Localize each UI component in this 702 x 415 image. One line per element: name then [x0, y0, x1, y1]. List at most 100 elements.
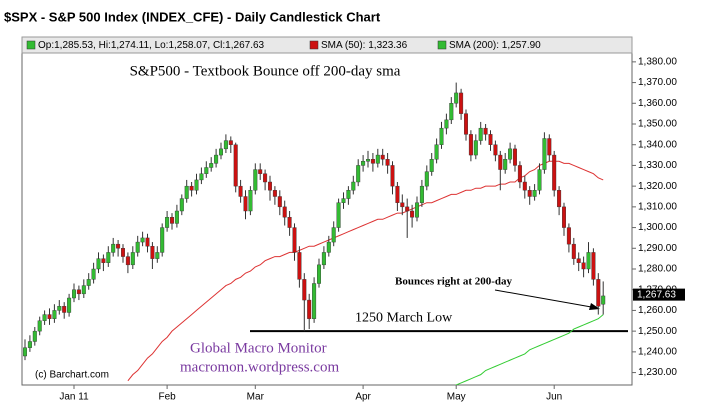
candle-body: [228, 140, 233, 145]
candle-body: [562, 206, 567, 228]
candle-body: [57, 306, 62, 311]
candle-body: [591, 252, 596, 280]
candle-body: [317, 264, 322, 284]
y-tick-label: 1,290.00: [638, 243, 677, 254]
candle-body: [596, 279, 601, 307]
legend-text: SMA (200): 1,257.90: [449, 40, 541, 51]
candle-body: [356, 165, 361, 183]
candle-body: [552, 154, 557, 191]
candle-body: [214, 154, 219, 164]
candle-body: [287, 217, 292, 228]
x-tick-label: May: [447, 392, 466, 403]
candle-body: [71, 289, 76, 299]
candle-body: [542, 138, 547, 170]
x-tick-label: Jun: [546, 392, 562, 403]
candle-body: [189, 185, 194, 191]
arrow-head: [589, 303, 600, 310]
legend-swatch: [309, 40, 319, 50]
candle-body: [140, 237, 145, 243]
plot-area: [23, 82, 628, 385]
candle-body: [503, 159, 508, 170]
sma-line: [454, 314, 604, 385]
candle-body: [233, 144, 238, 187]
y-tick-label: 1,370.00: [638, 77, 677, 88]
candle-body: [508, 148, 513, 160]
candle-body: [160, 227, 165, 253]
candle-body: [586, 252, 591, 270]
candle-body: [601, 295, 606, 305]
watermark: macromon.wordpress.com: [180, 359, 339, 375]
candle-body: [101, 258, 106, 263]
y-tick-label: 1,280.00: [638, 264, 677, 275]
candle-body: [380, 154, 385, 160]
candle-body: [268, 181, 273, 191]
legend-swatch: [437, 40, 447, 50]
candle-body: [478, 127, 483, 141]
candle-body: [459, 92, 464, 114]
legend-swatch: [26, 40, 36, 50]
candle-body: [125, 256, 130, 266]
candle-body: [361, 161, 366, 166]
candle-body: [263, 173, 268, 183]
candle-body: [395, 185, 400, 203]
candle-body: [272, 190, 277, 197]
sma-line: [127, 160, 604, 382]
support-label: 1250 March Low: [355, 310, 453, 325]
candle-body: [52, 310, 57, 319]
candle-body: [199, 173, 204, 181]
candle-body: [277, 196, 282, 208]
x-tick-label: Mar: [247, 392, 265, 403]
source: (c) Barchart.com: [35, 370, 109, 381]
y-tick-label: 1,340.00: [638, 139, 677, 150]
candle-body: [223, 140, 228, 150]
legend-bar: [21, 36, 633, 54]
candle-body: [532, 190, 537, 197]
candle-body: [218, 148, 223, 156]
candle-body: [238, 185, 243, 197]
candle-body: [522, 181, 527, 191]
candle-body: [174, 210, 179, 224]
candle-body: [571, 243, 576, 259]
y-tick-label: 1,300.00: [638, 222, 677, 233]
last-price-box: [633, 288, 685, 301]
candle-body: [111, 243, 116, 253]
candle-body: [473, 140, 478, 156]
candle-body: [517, 165, 522, 183]
candle-body: [444, 119, 449, 129]
candle-body: [155, 252, 160, 259]
y-tick-label: 1,360.00: [638, 98, 677, 109]
candle-body: [336, 202, 341, 228]
x-tick-label: Feb: [158, 392, 176, 403]
candle-body: [390, 165, 395, 187]
candle-body: [76, 289, 81, 295]
candle-body: [96, 258, 101, 270]
candle-body: [419, 185, 424, 203]
candle-body: [253, 169, 258, 191]
candle-body: [209, 163, 214, 168]
candle-body: [150, 246, 155, 259]
candle-body: [179, 198, 184, 212]
y-tick-label: 1,320.00: [638, 181, 677, 192]
candle-body: [410, 210, 415, 218]
y-tick-label: 1,310.00: [638, 201, 677, 212]
candle-body: [405, 206, 410, 212]
candle-body: [307, 299, 312, 319]
candle-body: [91, 268, 96, 280]
candle-body: [297, 252, 302, 280]
y-tick-label: 1,350.00: [638, 119, 677, 130]
candle-body: [135, 241, 140, 253]
candle-body: [415, 202, 420, 218]
candle-body: [576, 258, 581, 263]
candle-body: [42, 314, 47, 321]
candle-body: [331, 227, 336, 243]
candle-body: [106, 252, 111, 263]
y-tick-label: 1,260.00: [638, 305, 677, 316]
candle-body: [468, 134, 473, 156]
y-tick-label: 1,380.00: [638, 56, 677, 67]
candle-body: [47, 314, 52, 319]
candle-body: [32, 330, 37, 342]
chart-title: $SPX - S&P 500 Index (INDEX_CFE) - Daily…: [4, 9, 381, 24]
